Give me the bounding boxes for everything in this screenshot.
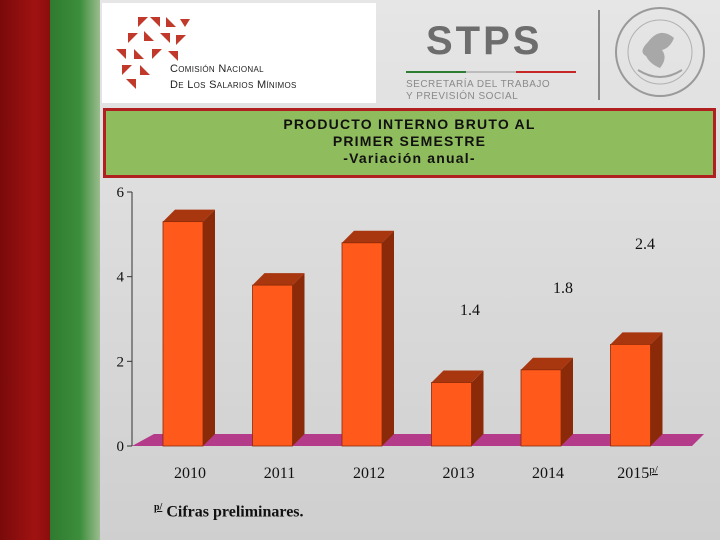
bar-top xyxy=(431,370,484,383)
bar-top xyxy=(342,230,394,243)
bar-side xyxy=(292,273,305,446)
header-separator xyxy=(598,10,600,100)
org-name-line1: Comisión Nacional xyxy=(170,63,264,75)
stps-subtitle-line2: Y PREVISIÓN SOCIAL xyxy=(406,91,519,102)
footnote: p/ Cifras preliminares. xyxy=(154,502,304,521)
bar xyxy=(520,369,562,447)
stps-divider-icon xyxy=(406,71,576,73)
org-name-line2: De Los Salarios Mínimos xyxy=(170,79,297,91)
left-red-stripe xyxy=(0,0,50,540)
footnote-text: Cifras preliminares. xyxy=(166,503,304,521)
bar-top xyxy=(163,209,215,222)
data-label: 1.4 xyxy=(460,302,480,319)
chart-title-line3: -Variación anual- xyxy=(343,150,476,166)
x-tick-label: 2011 xyxy=(264,465,295,482)
bar-side xyxy=(382,230,394,446)
stps-subtitle-line1: SECRETARÍA DEL TRABAJO xyxy=(406,79,551,90)
data-label: 2.4 xyxy=(635,236,655,253)
chart-title-line1: PRODUCTO INTERNO BRUTO AL xyxy=(283,116,536,132)
bar xyxy=(610,343,651,447)
y-tick-label: 2 xyxy=(117,354,125,370)
x-tick-label: 2010 xyxy=(174,465,206,482)
y-tick-label: 6 xyxy=(117,185,125,201)
bar-side xyxy=(203,209,215,446)
mexican-coat-of-arms-icon xyxy=(615,7,705,97)
left-green-stripe xyxy=(50,0,100,540)
x-tick-suffix: p/ xyxy=(649,464,659,476)
bar-side xyxy=(471,370,484,446)
bar-top xyxy=(521,357,573,370)
y-tick-label: 4 xyxy=(117,270,125,286)
bar xyxy=(252,284,293,447)
bar xyxy=(431,382,472,447)
conasami-logo-icon xyxy=(116,17,190,89)
stps-title: STPS xyxy=(426,19,543,63)
y-tick-label: 0 xyxy=(117,439,125,455)
x-tick-label: 2013 xyxy=(443,465,475,482)
bar-side xyxy=(561,357,573,446)
chart-title-line2: PRIMER SEMESTRE xyxy=(332,133,487,149)
x-tick-label: 2015p/ xyxy=(617,464,659,482)
chart-title-box: PRODUCTO INTERNO BRUTO AL PRIMER SEMESTR… xyxy=(103,108,716,178)
data-label: 1.8 xyxy=(553,280,573,297)
x-tick-label: 2012 xyxy=(353,465,385,482)
bar-top xyxy=(252,273,305,286)
bar-top xyxy=(610,332,663,345)
bar-side xyxy=(650,332,663,446)
stps-logo: STPS SECRETARÍA DEL TRABAJO Y PREVISIÓN … xyxy=(378,3,598,103)
x-tick-label: 2014 xyxy=(532,465,564,482)
bar xyxy=(162,221,204,447)
conasami-logo-box: Comisión Nacional De Los Salarios Mínimo… xyxy=(102,3,376,103)
bar xyxy=(341,242,383,447)
footnote-marker: p/ xyxy=(154,502,163,513)
